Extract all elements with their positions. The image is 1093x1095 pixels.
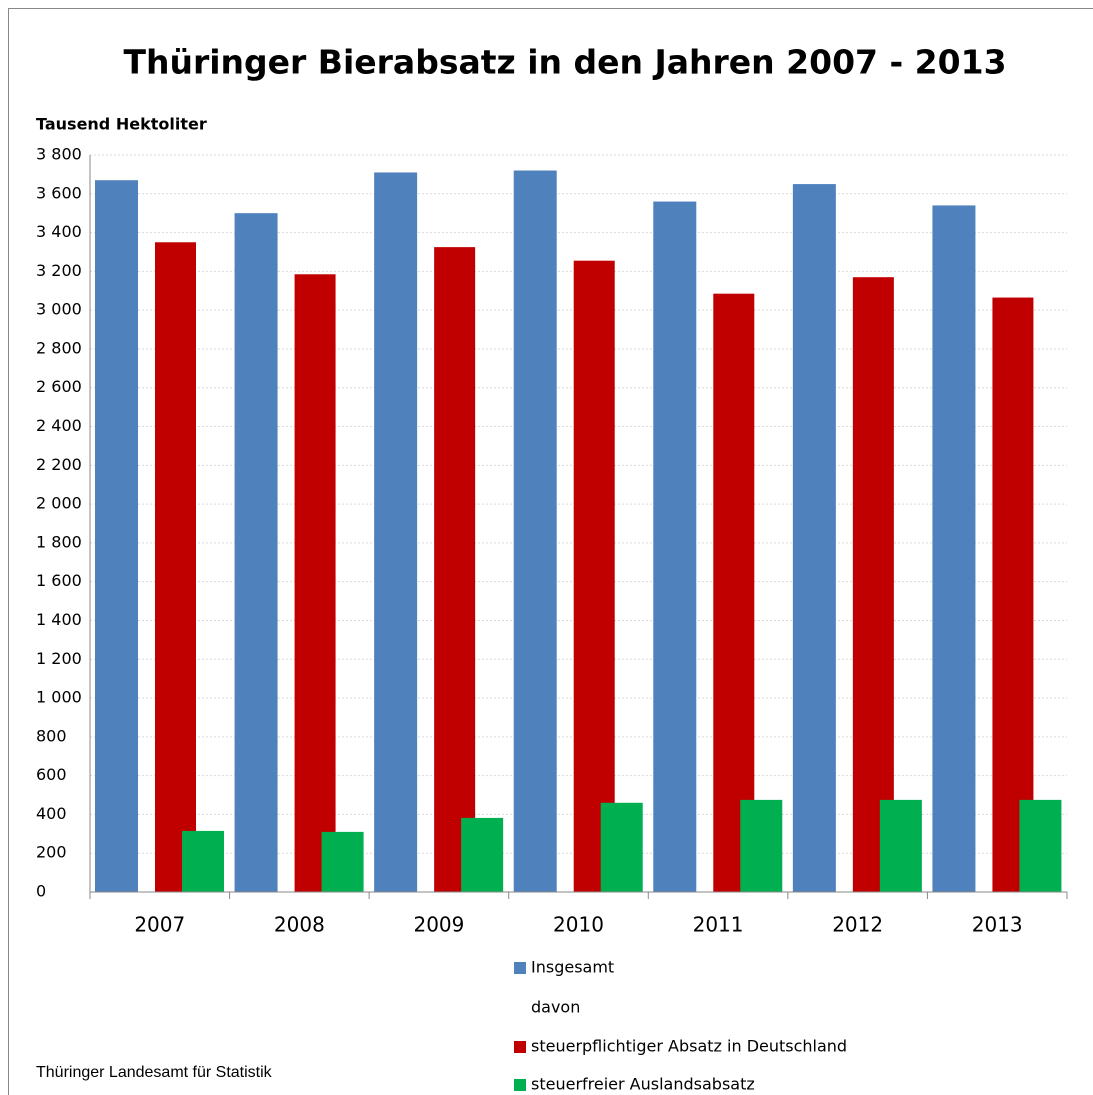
y-tick-label: 800 bbox=[36, 726, 67, 745]
bar bbox=[653, 201, 697, 892]
bar bbox=[155, 242, 196, 893]
source: Thüringer Landesamt für Statistik bbox=[36, 1064, 273, 1081]
bar bbox=[434, 247, 476, 892]
y-tick-label: 3 000 bbox=[36, 300, 82, 319]
bar bbox=[740, 799, 783, 892]
y-tick-label: 3 600 bbox=[36, 183, 82, 202]
bar bbox=[600, 802, 643, 892]
x-tick-label: 2007 bbox=[134, 913, 185, 937]
bar bbox=[461, 817, 504, 892]
y-tick-label: 0 bbox=[36, 882, 46, 901]
y-tick-label: 2 600 bbox=[36, 377, 82, 396]
bar bbox=[513, 170, 557, 892]
legend-note: davon bbox=[531, 998, 580, 1017]
y-axis-label: Tausend Hektoliter bbox=[36, 115, 207, 134]
y-tick-label: 3 200 bbox=[36, 261, 82, 280]
x-tick-label: 2010 bbox=[553, 913, 604, 937]
y-tick-label: 2 400 bbox=[36, 416, 82, 435]
x-tick-label: 2013 bbox=[972, 913, 1023, 937]
y-tick-label: 2 800 bbox=[36, 338, 82, 357]
y-tick-label: 400 bbox=[36, 804, 67, 823]
y-tick-label: 1 800 bbox=[36, 532, 82, 551]
y-tick-label: 200 bbox=[36, 843, 67, 862]
bar bbox=[852, 277, 894, 892]
bar bbox=[573, 260, 615, 893]
legend-swatch bbox=[514, 1041, 526, 1053]
x-tick-label: 2012 bbox=[832, 913, 883, 937]
bar bbox=[713, 293, 755, 892]
legend-swatch bbox=[514, 1079, 526, 1091]
y-tick-label: 1 200 bbox=[36, 649, 82, 668]
y-tick-label: 2 000 bbox=[36, 494, 82, 513]
bar bbox=[321, 831, 364, 892]
y-tick-label: 600 bbox=[36, 765, 67, 784]
bar bbox=[95, 180, 138, 893]
x-tick-label: 2008 bbox=[274, 913, 325, 937]
bar bbox=[1019, 799, 1062, 892]
legend-swatch bbox=[514, 962, 526, 974]
chart-title: Thüringer Bierabsatz in den Jahren 2007 … bbox=[123, 43, 1006, 82]
bar bbox=[294, 274, 336, 893]
bar bbox=[932, 205, 976, 892]
y-tick-label: 3 800 bbox=[36, 145, 82, 164]
y-tick-label: 1 000 bbox=[36, 688, 82, 707]
legend-label: Insgesamt bbox=[531, 958, 614, 977]
y-tick-label: 3 400 bbox=[36, 222, 82, 241]
legend-label: steuerpflichtiger Absatz in Deutschland bbox=[531, 1037, 847, 1056]
y-tick-label: 1 400 bbox=[36, 610, 82, 629]
bar bbox=[792, 184, 836, 892]
bar bbox=[182, 830, 224, 892]
bar bbox=[879, 799, 922, 892]
bar bbox=[234, 213, 278, 892]
bar bbox=[992, 297, 1034, 892]
x-tick-label: 2011 bbox=[693, 913, 744, 937]
x-tick-label: 2009 bbox=[413, 913, 464, 937]
legend-label: steuerfreier Auslandsabsatz bbox=[531, 1075, 755, 1094]
y-tick-label: 1 600 bbox=[36, 571, 82, 590]
y-tick-label: 2 200 bbox=[36, 455, 82, 474]
bar bbox=[374, 172, 418, 892]
